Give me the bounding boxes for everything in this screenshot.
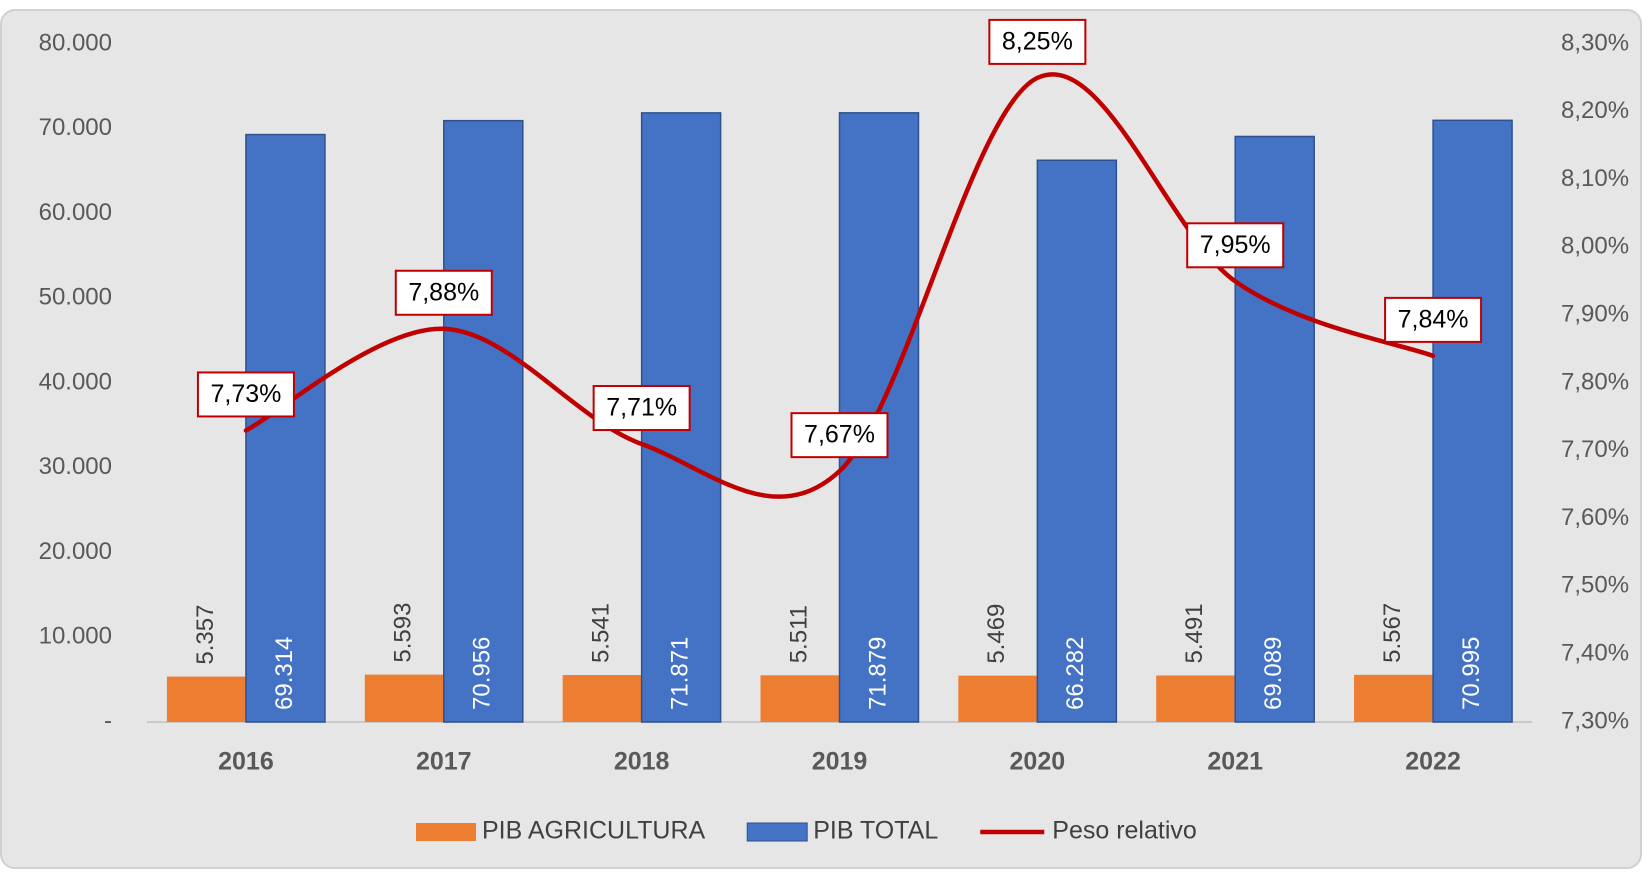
y2-tick-label: 8,00% xyxy=(1561,233,1629,260)
label-box xyxy=(1186,222,1285,269)
bar xyxy=(443,119,524,723)
y2-tick-label: 8,20% xyxy=(1561,97,1629,124)
label-box xyxy=(988,18,1087,65)
bar-value-label: 5.491 xyxy=(1181,603,1208,663)
bar xyxy=(1354,674,1434,722)
y-tick-label: 80.000 xyxy=(39,29,112,56)
line-value-label: 7,71% xyxy=(606,394,677,422)
y2-tick-label: 7,30% xyxy=(1561,707,1629,734)
bar xyxy=(760,675,840,722)
y2-tick-label: 7,90% xyxy=(1561,301,1629,328)
line-value-label: 7,95% xyxy=(1200,231,1271,259)
x-tick-label: 2017 xyxy=(416,748,472,776)
line-value-label: 7,88% xyxy=(408,278,479,306)
bar xyxy=(245,133,326,723)
legend-label: PIB AGRICULTURA xyxy=(482,817,706,845)
bar-value-label: 5.511 xyxy=(785,605,812,663)
y2-tick-label: 7,50% xyxy=(1561,572,1629,599)
line-value-label-box: 7,95% xyxy=(1186,222,1285,269)
line-value-label: 8,25% xyxy=(1002,28,1073,56)
line-value-label-box: 7,88% xyxy=(394,269,493,316)
line-value-label: 7,73% xyxy=(210,380,281,408)
y-tick-label: 50.000 xyxy=(39,284,112,311)
bar-value-label: 5.357 xyxy=(192,605,219,665)
label-box xyxy=(790,412,889,459)
bar-value-label: 5.469 xyxy=(983,604,1010,664)
y-tick-label: 60.000 xyxy=(39,199,112,226)
y2-tick-label: 8,10% xyxy=(1561,165,1629,192)
y2-tick-label: 7,60% xyxy=(1561,504,1629,531)
bar-value-label: 70.956 xyxy=(469,637,496,710)
line-value-label: 7,84% xyxy=(1398,305,1469,333)
x-tick-label: 2020 xyxy=(1010,748,1066,776)
y-tick-label: - xyxy=(104,707,112,734)
legend-swatch xyxy=(746,822,808,842)
bar xyxy=(166,676,246,722)
bar-value-label: 70.995 xyxy=(1458,637,1485,710)
bar xyxy=(1036,159,1118,723)
y2-tick-label: 7,40% xyxy=(1561,640,1629,667)
legend-label: PIB TOTAL xyxy=(813,817,938,845)
y2-tick-label: 8,30% xyxy=(1561,29,1629,56)
label-box xyxy=(592,385,691,432)
x-tick-label: 2018 xyxy=(614,748,670,776)
bar xyxy=(1156,675,1236,722)
y-tick-label: 30.000 xyxy=(39,453,112,480)
line-value-label-box: 7,84% xyxy=(1384,296,1483,343)
y-tick-label: 10.000 xyxy=(39,623,112,650)
bar-value-label: 71.879 xyxy=(864,637,891,710)
x-tick-label: 2016 xyxy=(218,748,274,776)
y-tick-label: 20.000 xyxy=(39,538,112,565)
bar xyxy=(958,675,1038,722)
bar xyxy=(364,674,444,722)
bar-value-label: 5.593 xyxy=(390,603,417,663)
label-box xyxy=(1384,296,1483,343)
label-box xyxy=(196,371,295,418)
bar-value-label: 5.567 xyxy=(1379,603,1406,663)
legend-label: Peso relativo xyxy=(1052,817,1197,845)
label-box xyxy=(394,269,493,316)
bar-value-label: 5.541 xyxy=(587,603,614,663)
y-tick-label: 40.000 xyxy=(39,368,112,395)
x-tick-label: 2019 xyxy=(812,748,868,776)
bar-value-label: 66.282 xyxy=(1062,637,1089,710)
bar xyxy=(1432,119,1513,723)
bar-value-label: 69.314 xyxy=(271,637,298,710)
y2-tick-label: 7,80% xyxy=(1561,368,1629,395)
line-value-label-box: 7,71% xyxy=(592,385,691,432)
bar-value-label: 71.871 xyxy=(666,637,693,710)
line-value-label-box: 7,67% xyxy=(790,412,889,459)
x-tick-label: 2021 xyxy=(1207,748,1263,776)
bar xyxy=(562,675,642,722)
y-tick-label: 70.000 xyxy=(39,114,112,141)
legend-swatch xyxy=(416,823,476,841)
line-value-label-box: 7,73% xyxy=(196,371,295,418)
line-value-label-box: 8,25% xyxy=(988,18,1087,65)
x-tick-label: 2022 xyxy=(1405,748,1461,776)
y2-tick-label: 7,70% xyxy=(1561,436,1629,463)
line-value-label: 7,67% xyxy=(804,421,875,449)
bar-value-label: 69.089 xyxy=(1260,637,1287,710)
